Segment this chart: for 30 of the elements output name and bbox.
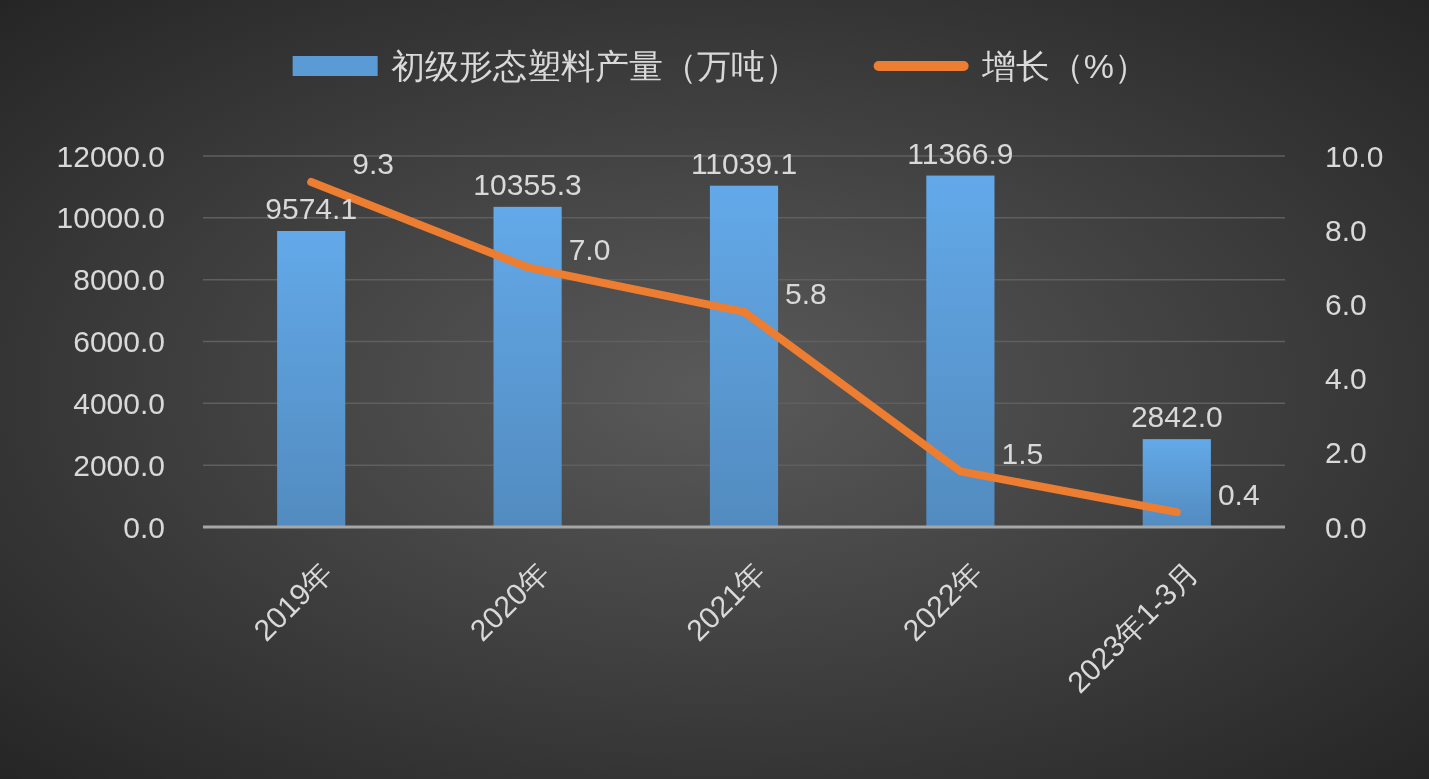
y-tick-label: 8000.0 [73,263,165,297]
data-label: 1.5 [1001,436,1044,470]
data-label: 2842.0 [1130,400,1223,434]
y2-tick-label: 4.0 [1325,362,1367,396]
y2-tick-label: 0.0 [1325,510,1367,544]
y-tick-label: 0.0 [123,510,165,544]
data-label: 11039.1 [690,146,798,180]
y2-tick-label: 2.0 [1325,436,1367,470]
data-label: 7.0 [568,232,611,266]
bar [709,185,779,527]
legend-label: 初级形态塑料产量（万吨） [390,47,799,85]
data-label: 10355.3 [473,167,582,201]
bar [926,175,995,527]
y-tick-label: 12000.0 [56,139,165,173]
y-tick-label: 4000.0 [73,386,165,420]
y-tick-label: 2000.0 [73,448,165,482]
data-label: 0.4 [1217,477,1260,511]
data-label: 11366.9 [907,136,1014,170]
y2-tick-label: 6.0 [1325,287,1367,321]
bar [277,231,346,527]
bar [493,206,562,527]
legend-label: 增长（%） [980,47,1148,85]
bar [1142,439,1211,527]
data-label: 9.3 [352,147,394,181]
y2-tick-label: 8.0 [1325,213,1367,247]
y-tick-label: 6000.0 [73,325,165,358]
y-tick-label: 10000.0 [56,201,165,235]
data-label: 5.8 [785,277,827,311]
data-label: 9574.1 [265,192,358,225]
y2-tick-label: 10.0 [1325,139,1384,173]
